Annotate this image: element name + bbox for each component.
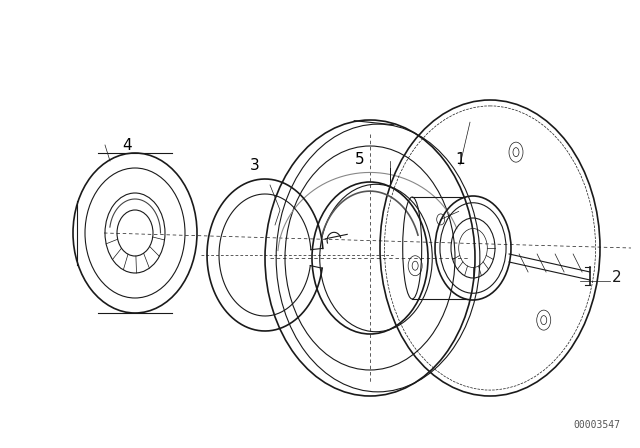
Text: 4: 4 [122, 138, 132, 152]
Text: 00003547: 00003547 [573, 420, 620, 430]
Text: 1: 1 [455, 152, 465, 168]
Text: 2: 2 [612, 271, 621, 285]
Text: 5: 5 [355, 152, 365, 168]
Text: 3: 3 [250, 158, 260, 172]
